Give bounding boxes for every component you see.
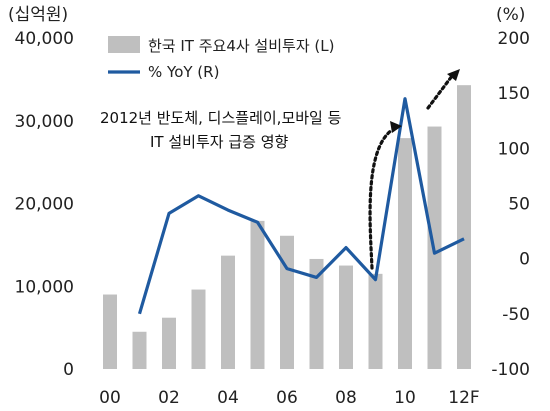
left-tick-label: 40,000 [15,29,74,49]
bar [132,331,147,369]
right-tick-label: -100 [491,360,530,380]
legend-line-label: % YoY (R) [148,63,219,81]
bar [280,235,294,369]
arrow-heads [390,69,460,133]
x-tick-label: 12F [448,388,479,408]
yoy-line [137,97,465,315]
dotted-arrows [368,74,454,270]
right-tick-label: 200 [498,29,530,49]
x-tick-label: 10 [394,388,416,408]
x-tick-label: 02 [158,388,180,408]
left-axis-unit: (십억원) [8,5,68,25]
annotation-line-2: IT 설비투자 급증 영향 [150,133,288,151]
bar [368,273,383,369]
bar [191,289,206,369]
right-axis-unit: (%) [496,5,525,25]
right-tick-label: 50 [508,195,530,215]
bar [250,220,265,369]
bar [162,317,176,369]
dotted-arrow-curve [368,128,394,270]
annotation: 2012년 반도체, 디스플레이,모바일 등 IT 설비투자 급증 영향 [100,109,342,151]
x-tick-label: 08 [335,388,357,408]
arrow-head-straight [447,69,460,81]
bar [398,138,412,369]
right-tick-label: 0 [519,250,530,270]
arrow-head-curve [390,121,402,133]
bar [309,258,324,369]
x-tick-label: 04 [217,388,239,408]
left-axis-ticks: 0 10,000 20,000 30,000 40,000 [15,29,74,380]
right-tick-label: -50 [502,305,530,325]
dotted-arrow-straight [426,74,454,110]
bar [457,85,471,369]
bar [339,265,353,369]
bar [103,294,117,369]
legend-bar-label: 한국 IT 주요4사 설비투자 (L) [148,37,334,55]
left-tick-label: 10,000 [15,277,74,297]
left-tick-label: 0 [63,360,74,380]
bar [221,255,235,369]
x-tick-label: 00 [99,388,121,408]
right-axis-ticks: -100 -50 0 50 100 150 200 [491,29,530,380]
annotation-line-1: 2012년 반도체, 디스플레이,모바일 등 [100,109,342,127]
x-tick-label: 06 [276,388,298,408]
left-tick-label: 30,000 [15,112,74,132]
right-tick-label: 100 [498,139,530,159]
legend-bar-swatch [108,36,140,53]
right-tick-label: 150 [498,84,530,104]
bars-group [103,85,471,369]
x-axis-ticks: 00 02 04 06 08 10 12F [99,388,480,408]
left-tick-label: 20,000 [15,195,74,215]
legend: 한국 IT 주요4사 설비투자 (L) % YoY (R) [108,36,334,81]
